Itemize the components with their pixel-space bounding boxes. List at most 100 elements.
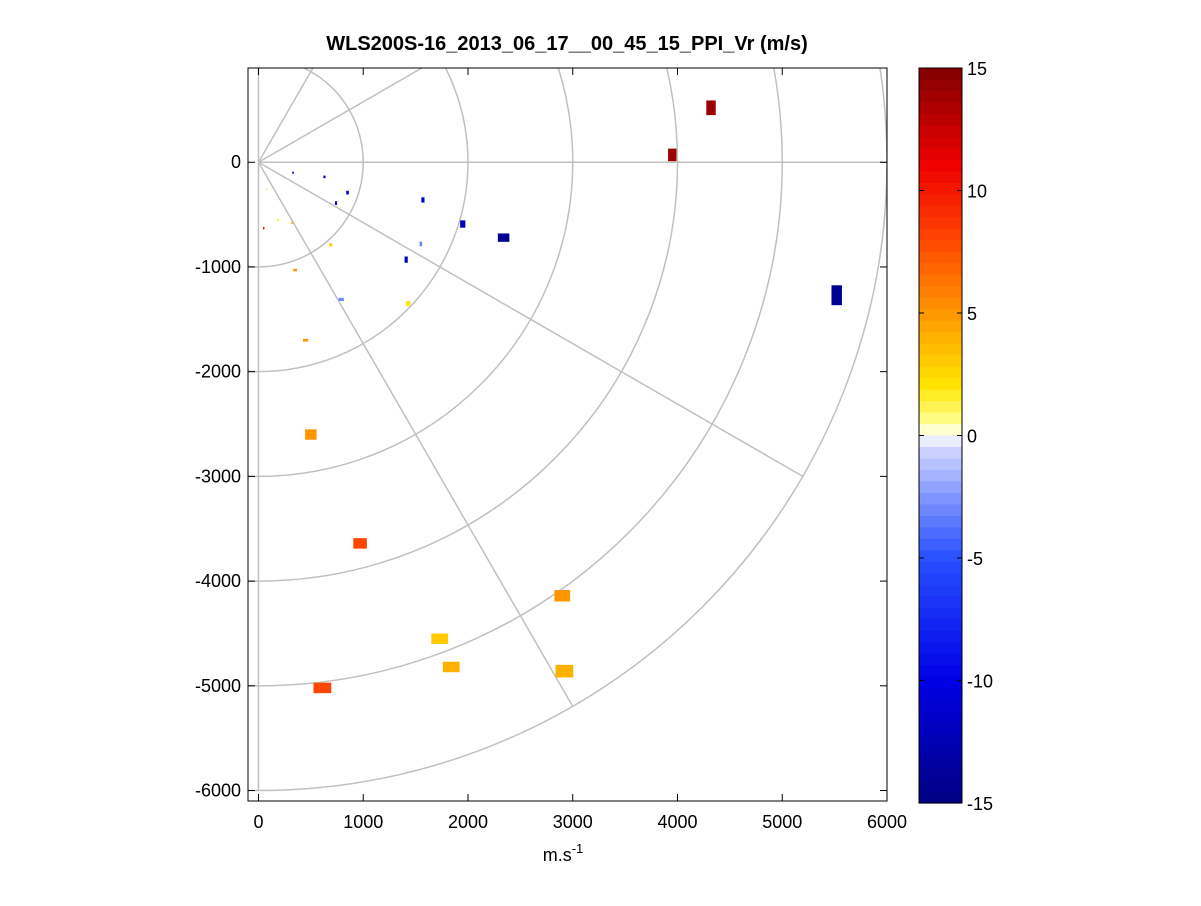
colorbar-segment	[919, 171, 962, 184]
colorbar-segment	[919, 711, 962, 724]
colorbar	[919, 68, 962, 804]
data-point	[262, 227, 265, 230]
colorbar-segment	[919, 550, 962, 563]
x-tick-label: 3000	[553, 812, 593, 832]
colorbar-segment	[919, 619, 962, 632]
data-point	[334, 201, 338, 205]
colorbar-segment	[919, 366, 962, 379]
data-point	[431, 633, 449, 644]
colorbar-tick-label: -5	[967, 549, 983, 569]
colorbar-segment	[919, 435, 962, 448]
x-tick-label: 6000	[867, 812, 907, 832]
colorbar-segment	[919, 309, 962, 322]
colorbar-segment	[919, 481, 962, 494]
colorbar-segment	[919, 653, 962, 666]
colorbar-segment	[919, 607, 962, 620]
data-point	[497, 233, 510, 242]
colorbar-segment	[919, 182, 962, 195]
colorbar-segment	[919, 515, 962, 528]
data-point	[313, 682, 332, 694]
data-point	[293, 268, 297, 272]
colorbar-segment	[919, 734, 962, 747]
data-point	[421, 197, 425, 203]
data-point	[555, 664, 574, 678]
x-tick-label: 5000	[762, 812, 802, 832]
colorbar-segment	[919, 768, 962, 781]
colorbar-segment	[919, 469, 962, 483]
data-point	[353, 538, 367, 549]
colorbar-segment	[919, 722, 962, 735]
grid-spoke	[257, 68, 314, 163]
data-point	[277, 218, 280, 221]
colorbar-segment	[919, 676, 962, 689]
data-point	[706, 100, 716, 116]
chart-title: WLS200S-16_2013_06_17__00_45_15_PPI_Vr (…	[326, 33, 807, 55]
data-point	[323, 175, 326, 179]
colorbar-segment	[919, 332, 962, 345]
colorbar-segment	[919, 113, 962, 127]
colorbar-tick-label: -15	[967, 794, 993, 814]
x-axis-label-superscript: -1	[572, 841, 584, 856]
colorbar-segment	[919, 791, 962, 804]
colorbar-segment	[919, 194, 962, 207]
colorbar-tick-label: 10	[967, 182, 987, 202]
colorbar-segment	[919, 573, 962, 586]
colorbar-segment	[919, 159, 962, 172]
colorbar-tick-label: 5	[967, 304, 977, 324]
data-point	[305, 429, 317, 440]
data-point	[442, 661, 460, 673]
data-point	[291, 221, 293, 225]
colorbar-segment	[919, 102, 962, 115]
grid-spoke	[257, 161, 574, 707]
polar-grid	[248, 68, 887, 792]
data-point	[302, 338, 309, 342]
y-axis-ticks: 0 -1000 -2000 -3000 -4000 -5000 -6000	[195, 152, 887, 801]
colorbar-segment	[919, 205, 962, 218]
x-tick-label: 4000	[657, 812, 697, 832]
colorbar-segment	[919, 286, 962, 299]
data-point	[329, 243, 333, 247]
colorbar-segment	[919, 90, 962, 104]
colorbar-segment	[919, 561, 962, 574]
colorbar-segment	[919, 355, 962, 368]
colorbar-segment	[919, 757, 962, 770]
data-point	[346, 190, 349, 195]
grid-spoke	[258, 161, 804, 478]
colorbar-tick-label: 0	[967, 427, 977, 447]
colorbar-segment	[919, 446, 962, 460]
colorbar-segment	[919, 251, 962, 264]
y-tick-label: -1000	[195, 257, 241, 277]
data-point	[292, 171, 294, 174]
data-points	[262, 100, 842, 694]
colorbar-segment	[919, 780, 962, 793]
colorbar-segment	[919, 378, 962, 391]
data-point	[460, 220, 466, 228]
x-tick-label: 0	[253, 812, 263, 832]
data-point	[404, 256, 408, 263]
y-tick-label: -3000	[195, 466, 241, 486]
x-tick-label: 2000	[448, 812, 488, 832]
x-axis-ticks: 0 1000 2000 3000 4000 5000 6000	[253, 68, 907, 832]
y-tick-label: -6000	[195, 781, 241, 801]
colorbar-segment	[919, 148, 962, 161]
colorbar-segment	[919, 228, 962, 241]
y-tick-label: -2000	[195, 362, 241, 382]
colorbar-segment	[919, 240, 962, 253]
x-axis-label: m.s-1	[543, 841, 584, 865]
colorbar-segment	[919, 527, 962, 540]
colorbar-segment	[919, 424, 962, 437]
colorbar-segment	[919, 401, 962, 414]
colorbar-segment	[919, 136, 962, 149]
colorbar-segment	[919, 699, 962, 712]
colorbar-segment	[919, 596, 962, 609]
colorbar-segment	[919, 68, 962, 81]
colorbar-segment	[919, 584, 962, 597]
data-point	[554, 590, 571, 602]
colorbar-segment	[919, 297, 962, 310]
colorbar-segment	[919, 492, 962, 506]
x-tick-label: 1000	[343, 812, 383, 832]
colorbar-segment	[919, 343, 962, 356]
data-point	[831, 285, 842, 306]
data-point	[338, 297, 344, 301]
colorbar-segment	[919, 688, 962, 701]
